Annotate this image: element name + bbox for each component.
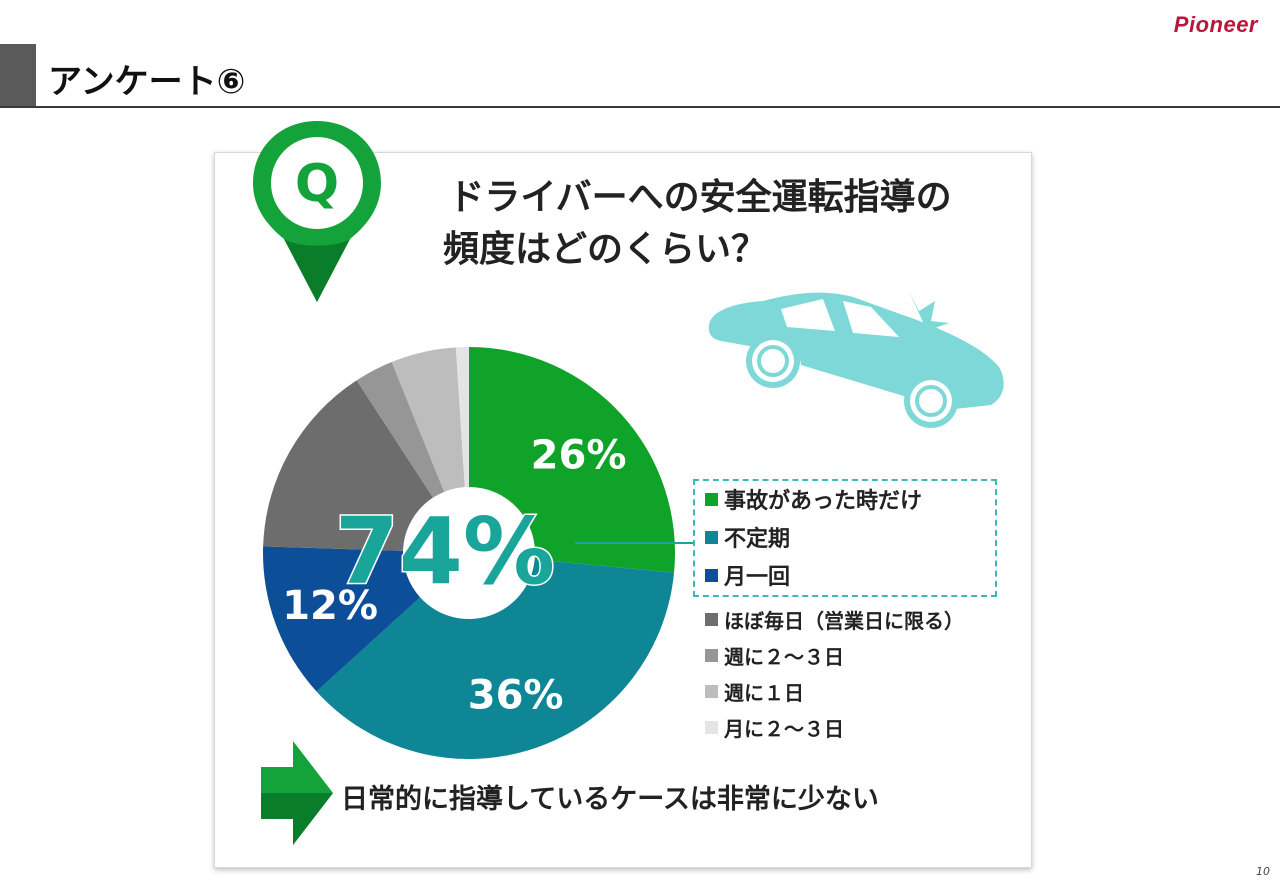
legend-label-7: 月に２～３日 — [724, 717, 844, 741]
legend-label-6: 週に１日 — [724, 681, 804, 705]
slice-label-2: 36% — [468, 672, 564, 718]
frequency-donut-chart: 26% 36% 12% 74% — [263, 347, 675, 759]
page-number: 10 — [1256, 865, 1270, 878]
survey-card: Q ドライバーへの安全運転指導の 頻度はどのくらい？ 26% 36% 12% 74%… — [214, 121, 1032, 868]
title-divider — [0, 106, 1280, 108]
legend-label-1: 事故があった時だけ — [724, 489, 923, 514]
conclusion-text: 日常的に指導しているケースは非常に少ない — [341, 784, 879, 815]
legend-swatch-4 — [705, 613, 718, 626]
legend-item-5: 週に２～３日 — [705, 641, 844, 670]
legend-swatch-2 — [705, 530, 718, 544]
question-badge-text: Q — [295, 154, 339, 214]
crashed-car-icon — [708, 291, 1004, 428]
slice-label-1: 26% — [531, 432, 627, 478]
donut-slice-3 — [263, 546, 421, 692]
highlighted-legend-box — [693, 479, 997, 597]
donut-slice-2 — [316, 559, 675, 759]
title-accent-bar — [0, 44, 36, 106]
legend-label-4: ほぼ毎日（営業日に限る） — [724, 609, 964, 633]
donut-slice-5 — [356, 362, 445, 498]
legend-label-5: 週に２～３日 — [724, 645, 844, 669]
legend-swatch-7 — [705, 721, 718, 734]
legend-label-3: 月一回 — [724, 565, 791, 590]
legend-item-1: 事故があった時だけ — [705, 483, 922, 515]
legend-swatch-5 — [705, 649, 718, 662]
question-pin-icon: Q — [253, 121, 381, 302]
question-line-2: 頻度はどのくらい？ — [442, 229, 767, 270]
donut-slice-6 — [391, 347, 465, 492]
legend-item-2: 不定期 — [705, 521, 790, 553]
legend-item-4: ほぼ毎日（営業日に限る） — [705, 605, 964, 634]
brand-logo: Pioneer — [1173, 12, 1258, 37]
donut-slice-7 — [455, 347, 469, 488]
legend-item-3: 月一回 — [705, 559, 790, 591]
legend-item-7: 月に２～３日 — [705, 713, 844, 742]
donut-slice-4 — [263, 380, 433, 551]
legend-label-2: 不定期 — [724, 527, 791, 552]
arrow-right-icon — [261, 741, 333, 845]
slice-label-3: 12% — [282, 583, 378, 629]
legend-item-6: 週に１日 — [705, 677, 804, 706]
legend-connector — [575, 542, 693, 544]
question-line-1: ドライバーへの安全運転指導の — [448, 177, 952, 218]
highlight-total-label: 74% — [335, 498, 555, 605]
page-title: アンケート⑥ — [48, 62, 246, 102]
legend-swatch-6 — [705, 685, 718, 698]
donut-slice-1 — [469, 347, 675, 573]
legend-swatch-1 — [705, 492, 718, 506]
legend-swatch-3 — [705, 568, 718, 582]
